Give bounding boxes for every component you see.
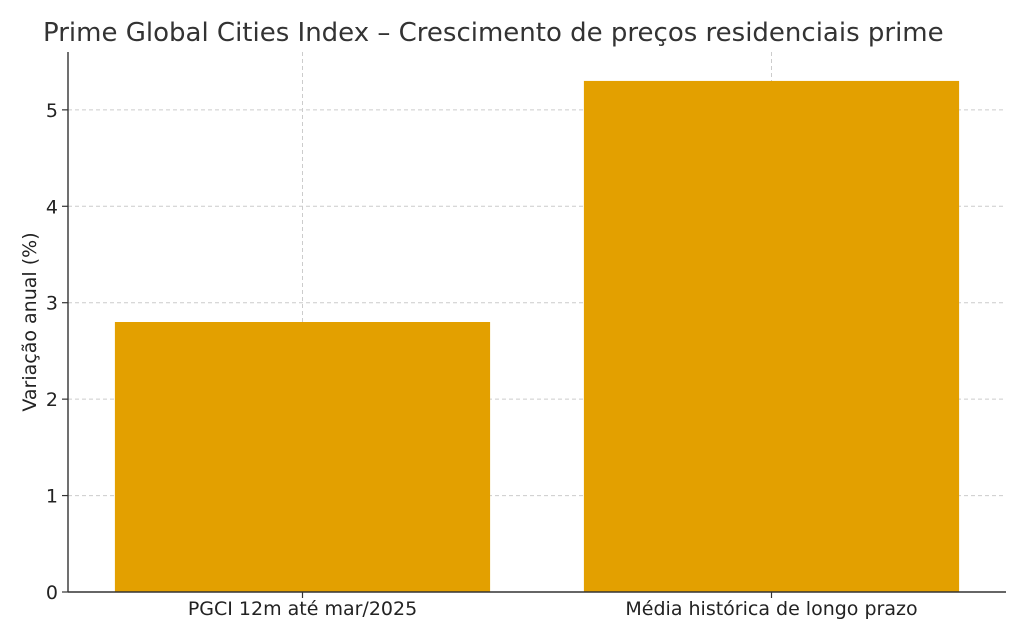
y-tick-label: 1 <box>46 486 58 508</box>
chart-title: Prime Global Cities Index – Crescimento … <box>43 18 944 48</box>
x-tick-labels: PGCI 12m até mar/2025 Média histórica de … <box>188 598 918 620</box>
y-tick-label: 0 <box>46 582 58 604</box>
x-tick-label: PGCI 12m até mar/2025 <box>188 598 417 620</box>
bar <box>583 80 960 592</box>
y-tick-label: 3 <box>46 293 58 315</box>
bar-layer <box>114 80 960 592</box>
y-axis-label: Variação anual (%) <box>19 232 41 411</box>
bar <box>114 322 491 592</box>
x-tick-label: Média histórica de longo prazo <box>625 598 917 620</box>
axis-layer <box>62 52 1006 598</box>
y-tick-labels: 0 1 2 3 4 5 <box>46 100 58 604</box>
y-tick-label: 4 <box>46 196 58 218</box>
y-tick-label: 2 <box>46 389 58 411</box>
y-tick-label: 5 <box>46 100 58 122</box>
